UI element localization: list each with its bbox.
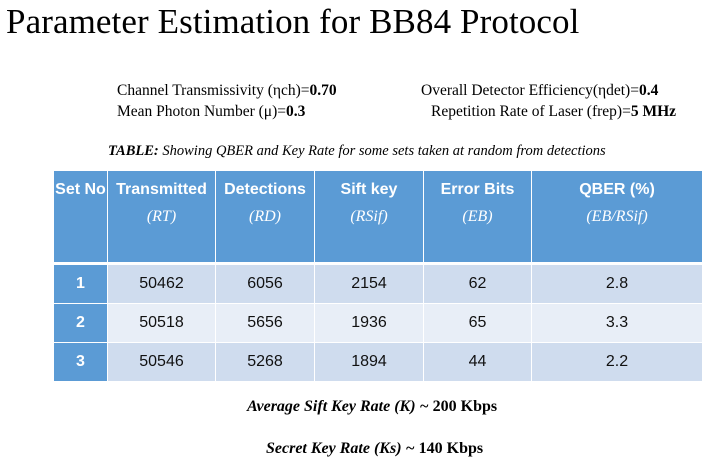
param-detector-efficiency: Overall Detector Efficiency(ηdet)=0.4 [421,82,658,100]
param-transmissivity: Channel Transmissivity (ηch)=0.70 [117,82,337,100]
header-sift-key: Sift key (RSif) [314,171,424,265]
table-row: 3 50546 5268 1894 44 2.2 [54,342,702,382]
param-reprate-value: 5 MHz [630,103,677,120]
cell-set-no: 3 [54,342,108,382]
secret-key-rate-label: Secret Key Rate (Ks) ~ [266,440,415,457]
param-efficiency-value: 0.4 [638,82,659,99]
cell-detections: 6056 [215,263,315,304]
cell-set-no: 2 [54,303,108,343]
cell-sift-key: 1894 [314,342,424,382]
cell-qber: 2.2 [531,342,702,382]
cell-detections: 5656 [215,303,315,343]
header-detections: Detections (RD) [215,171,315,265]
cell-sift-key: 2154 [314,263,424,304]
cell-error-bits: 65 [423,303,532,343]
table-caption-prefix: TABLE: [108,143,159,159]
param-photon-value: 0.3 [286,103,306,120]
sift-key-rate: Average Sift Key Rate (K) ~ 200 Kbps [247,398,497,416]
sift-key-rate-label: Average Sift Key Rate (K) ~ [247,398,429,415]
param-photon-number: Mean Photon Number (μ)=0.3 [117,103,305,121]
param-efficiency-label: Overall Detector Efficiency(ηdet)= [421,82,639,99]
secret-key-rate: Secret Key Rate (Ks) ~ 140 Kbps [266,440,483,458]
header-transmitted: Transmitted (RT) [107,171,216,265]
results-table: Set No Transmitted (RT) Detections (RD) Si… [54,171,702,382]
cell-error-bits: 44 [423,342,532,382]
table-caption-text: Showing QBER and Key Rate for some sets … [162,143,606,159]
table-caption: TABLE: Showing QBER and Key Rate for som… [108,143,606,160]
header-set-no: Set No [54,171,108,265]
sift-key-rate-value: 200 Kbps [432,398,498,415]
cell-transmitted: 50546 [107,342,216,382]
cell-sift-key: 1936 [314,303,424,343]
cell-error-bits: 62 [423,263,532,304]
cell-detections: 5268 [215,342,315,382]
param-reprate-label: Repetition Rate of Laser (frep)= [431,103,631,120]
cell-qber: 2.8 [531,263,702,304]
cell-set-no: 1 [54,263,108,304]
param-transmissivity-value: 0.70 [309,82,337,99]
cell-qber: 3.3 [531,303,702,343]
cell-transmitted: 50462 [107,263,216,304]
header-qber: QBER (%) (EB/RSif) [531,171,702,265]
table-header-row: Set No Transmitted (RT) Detections (RD) Si… [54,171,702,265]
param-repetition-rate: Repetition Rate of Laser (frep)=5 MHz [431,103,676,121]
table-row: 1 50462 6056 2154 62 2.8 [54,263,702,304]
header-error-bits: Error Bits (EB) [423,171,532,265]
param-transmissivity-label: Channel Transmissivity (ηch)= [117,82,310,99]
param-photon-label: Mean Photon Number (μ)= [117,103,287,120]
cell-transmitted: 50518 [107,303,216,343]
table-row: 2 50518 5656 1936 65 3.3 [54,303,702,343]
page-title: Parameter Estimation for BB84 Protocol [6,2,580,41]
secret-key-rate-value: 140 Kbps [418,440,484,457]
